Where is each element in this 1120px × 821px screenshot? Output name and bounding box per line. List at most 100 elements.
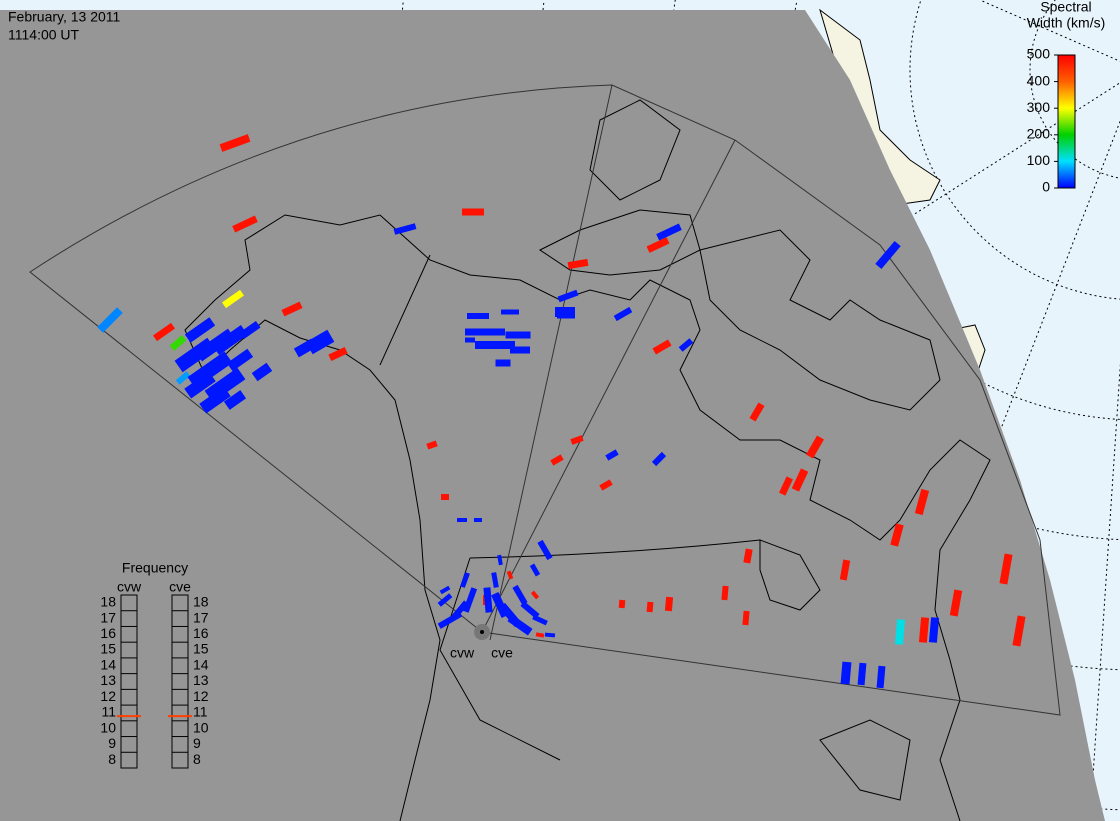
echo-cell <box>857 662 867 686</box>
echo-cell <box>184 371 216 399</box>
echo-cell <box>949 589 963 617</box>
echo-cell <box>175 371 191 385</box>
echo-cell <box>544 632 556 638</box>
colorbar-tick-label: 200 <box>1027 126 1051 142</box>
radar-name: cve <box>169 579 191 595</box>
frequency-tick-label: 17 <box>193 609 209 625</box>
colorbar-tick-label: 300 <box>1027 99 1051 115</box>
echo-cell <box>462 587 478 613</box>
echo-cell <box>651 451 667 467</box>
frequency-tick-label: 12 <box>100 688 116 704</box>
radar-name: cvw <box>117 579 142 595</box>
echo-cell <box>462 208 484 216</box>
radar-fov <box>29 84 1061 716</box>
frequency-tick-label: 11 <box>193 704 208 720</box>
echo-cell <box>483 587 493 613</box>
echo-cell <box>465 328 505 336</box>
echo-cell <box>1012 615 1026 647</box>
echo-cell <box>152 322 176 342</box>
echo-cell <box>219 134 251 152</box>
echo-cell <box>550 454 564 466</box>
echo-cell <box>914 488 930 516</box>
echo-cell <box>875 240 901 270</box>
echo-cell <box>184 317 216 343</box>
echo-cell <box>491 572 499 588</box>
echo-cell <box>646 237 670 253</box>
echo-cell <box>806 435 824 459</box>
echo-cell <box>520 601 540 619</box>
echo-cell <box>510 346 530 354</box>
frequency-tick-label: 10 <box>193 719 209 735</box>
echo-cell <box>570 435 584 445</box>
echo-cell <box>535 632 545 638</box>
echo-cell <box>529 563 541 577</box>
echo-cell <box>656 223 682 241</box>
echo-cell <box>457 518 467 522</box>
site-label: cve <box>491 645 513 661</box>
frequency-tick-label: 12 <box>193 688 209 704</box>
colorbar <box>1057 54 1076 189</box>
echo-cells <box>97 134 1026 689</box>
echo-cell <box>506 570 514 580</box>
echo-cell <box>497 554 503 566</box>
echo-cell <box>646 601 654 613</box>
echo-cell <box>239 320 261 340</box>
echo-cell <box>475 341 515 349</box>
echo-cell <box>393 223 417 235</box>
colorbar-tick-label: 400 <box>1027 72 1051 88</box>
frequency-tick-label: 9 <box>193 735 201 751</box>
echo-cell <box>97 307 123 333</box>
echo-cell <box>791 468 809 492</box>
echo-cell <box>281 301 303 317</box>
echo-cell <box>840 661 852 685</box>
echo-cell <box>532 614 548 626</box>
colorbar-title: Width (km/s) <box>1027 15 1106 31</box>
date: February, 13 2011 <box>8 9 121 25</box>
echo-cell <box>226 348 254 372</box>
site-label: cvw <box>450 645 475 661</box>
echo-cell <box>467 313 489 319</box>
echo-cell <box>839 559 851 581</box>
echo-cell <box>328 347 348 361</box>
echo-cell <box>474 518 482 522</box>
echo-cell <box>557 289 579 303</box>
frequency-tick-label: 11 <box>101 704 116 720</box>
echo-cell <box>199 386 231 414</box>
colorbar-tick-label: 0 <box>1042 179 1050 195</box>
echo-cell <box>439 585 451 595</box>
frequency-tick-label: 10 <box>100 719 116 735</box>
echo-cell <box>437 611 463 629</box>
frequency-tick-label: 9 <box>108 735 116 751</box>
frequency-tick-label: 16 <box>193 625 209 641</box>
echo-cell <box>212 325 248 355</box>
echo-cell <box>618 599 626 609</box>
echo-cell <box>876 665 886 689</box>
echo-cell <box>465 337 475 343</box>
colorbar-tick-label: 100 <box>1027 152 1051 168</box>
echo-cell <box>223 390 247 410</box>
frequency-tick-label: 17 <box>100 609 116 625</box>
echo-cell <box>742 610 750 626</box>
nightside <box>0 10 1105 821</box>
echo-cell <box>537 539 553 561</box>
frequency-tick-label: 13 <box>100 672 116 688</box>
echo-cell <box>779 476 793 496</box>
frequency-tick-label: 16 <box>100 625 116 641</box>
echo-cell <box>918 617 930 643</box>
frequency-tick-label: 8 <box>193 751 201 767</box>
time: 1114:00 UT <box>8 27 80 43</box>
echo-cell <box>174 337 216 373</box>
echo-cell <box>426 440 438 450</box>
echo-cell <box>605 449 619 461</box>
frequency-title: Frequency <box>122 560 188 576</box>
echo-cell <box>512 584 528 606</box>
echo-cell <box>505 331 531 339</box>
echo-cell <box>232 215 258 233</box>
echo-cell <box>251 362 273 382</box>
echo-cell <box>567 258 589 270</box>
frequency-tick-label: 18 <box>193 594 209 610</box>
frequency-tick-label: 14 <box>193 656 209 672</box>
echo-cell <box>721 585 729 601</box>
echo-cell <box>599 479 613 491</box>
echo-cell <box>652 339 672 355</box>
